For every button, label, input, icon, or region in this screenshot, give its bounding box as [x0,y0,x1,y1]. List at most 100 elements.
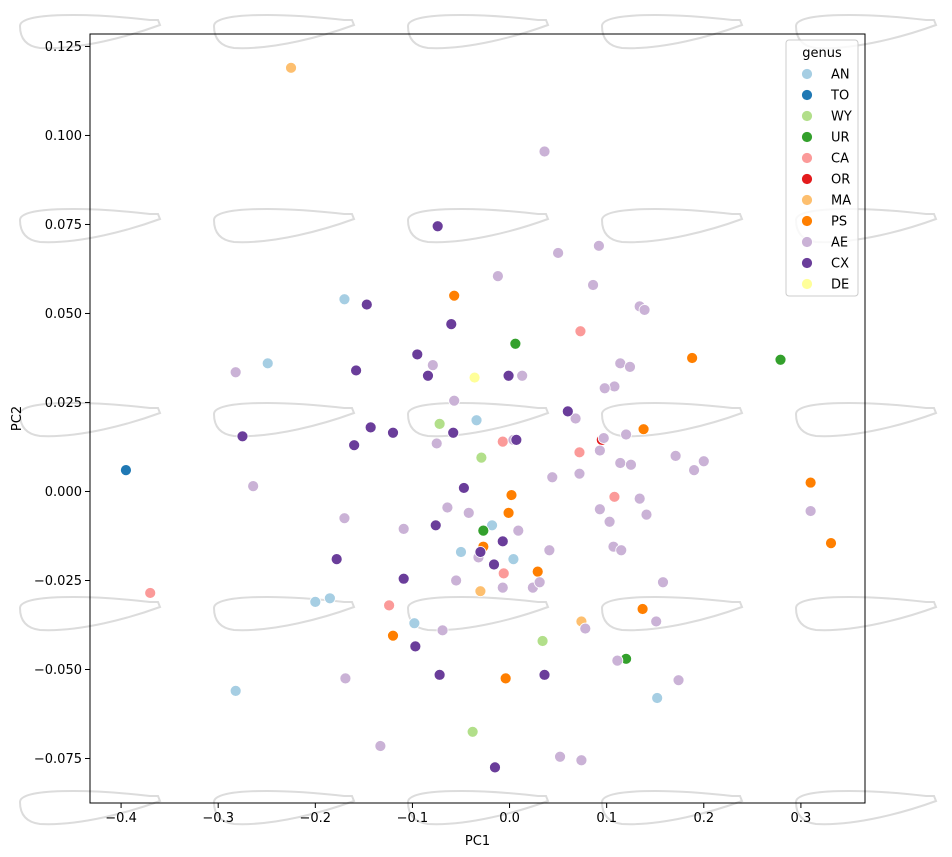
leaf-outline-2-2 [406,402,550,438]
point-ae [543,544,556,557]
background-leaf-outlines [18,14,938,826]
legend-label-cx: CX [831,257,849,272]
point-an [470,414,483,427]
point-ae [554,750,566,763]
point-cx [360,298,373,311]
legend-marker-or [801,173,813,185]
point-cx [348,439,361,452]
y-tick-label: −0.075 [34,752,82,767]
legend-marker-ur [801,131,813,143]
legend-marker-wy [801,110,813,122]
point-cx [433,668,446,681]
point-ae [624,360,636,373]
legend-marker-to [801,89,813,101]
legend-label-ur: UR [831,131,850,146]
point-ca [574,325,587,338]
point-ae [247,480,260,493]
y-tick-label: 0.125 [45,40,82,55]
point-cx [422,369,434,382]
x-tick-label: 0.3 [791,811,812,826]
point-ur [509,337,522,350]
point-an [651,692,664,704]
point-ps [502,506,515,519]
point-ae [552,247,565,259]
point-cx [488,558,500,571]
point-cx [502,369,515,382]
point-ae [597,432,610,444]
point-cx [510,433,523,446]
point-ae [397,522,410,535]
point-cx [330,553,343,566]
point-ae [426,359,439,371]
point-cx [387,426,399,439]
x-tick-label: 0.2 [693,811,714,826]
y-tick-label: 0.050 [45,307,82,322]
leaf-outline-3-1 [212,596,356,632]
leaf-outline-4-3 [600,790,744,826]
point-ae [575,754,588,767]
legend-marker-ma [801,194,813,206]
y-tick-label: 0.100 [45,129,82,144]
leaf-outline-0-2 [406,14,550,50]
legend-box [785,39,859,297]
point-ps [505,489,518,501]
point-ae [593,444,606,457]
point-an [338,293,351,306]
point-ae [374,740,387,752]
point-ps [499,672,512,685]
legend-label-or: OR [831,173,850,188]
point-an [455,546,467,558]
point-ae [450,574,463,587]
point-cx [397,572,410,585]
point-ae [603,515,616,528]
leaf-outline-2-3 [600,402,744,438]
point-cx [350,364,363,377]
legend-marker-ca [801,152,813,164]
legend-label-ps: PS [831,215,847,230]
y-tick-label: 0.000 [45,485,82,500]
legend-marker-cx [801,257,813,269]
point-cx [409,640,422,653]
point-ps [686,352,699,364]
y-axis-label: PC2 [10,406,25,431]
point-an [261,357,274,370]
legend-marker-ae [801,236,813,248]
legend-title: genus [802,46,842,61]
point-an [507,553,520,566]
point-ps [387,629,399,642]
point-cx [447,426,460,439]
point-an [229,684,242,697]
y-tick-label: −0.025 [34,574,82,589]
point-cx [236,430,249,443]
point-ae [436,624,449,637]
x-tick-label: 0.0 [499,811,520,826]
x-axis-ticks: −0.4 −0.3 −0.2 −0.1 0.0 0.1 0.2 0.3 [105,803,811,826]
point-ae [538,145,551,158]
point-ca [497,567,510,580]
x-tick-label: 0.1 [596,811,617,826]
point-cx [445,318,458,331]
point-wy [433,417,446,430]
point-ps [531,565,544,578]
point-ae [441,501,454,514]
point-ae [569,412,582,425]
point-ca [496,435,509,448]
point-ae [229,366,242,379]
point-ae [638,304,651,316]
point-ae [625,458,637,471]
point-cx [489,761,501,774]
legend-label-ca: CA [831,152,849,167]
leaf-outline-0-1 [212,14,356,50]
point-ps [636,603,649,615]
leaf-outline-1-2 [406,208,550,244]
point-ae [633,492,646,505]
point-ae [669,449,682,462]
point-ae [430,437,443,450]
x-tick-label: −0.2 [300,811,332,826]
point-ae [491,270,504,282]
point-ae [496,581,509,594]
point-ur [477,524,490,537]
point-cx [474,546,487,558]
point-ps [637,423,650,436]
